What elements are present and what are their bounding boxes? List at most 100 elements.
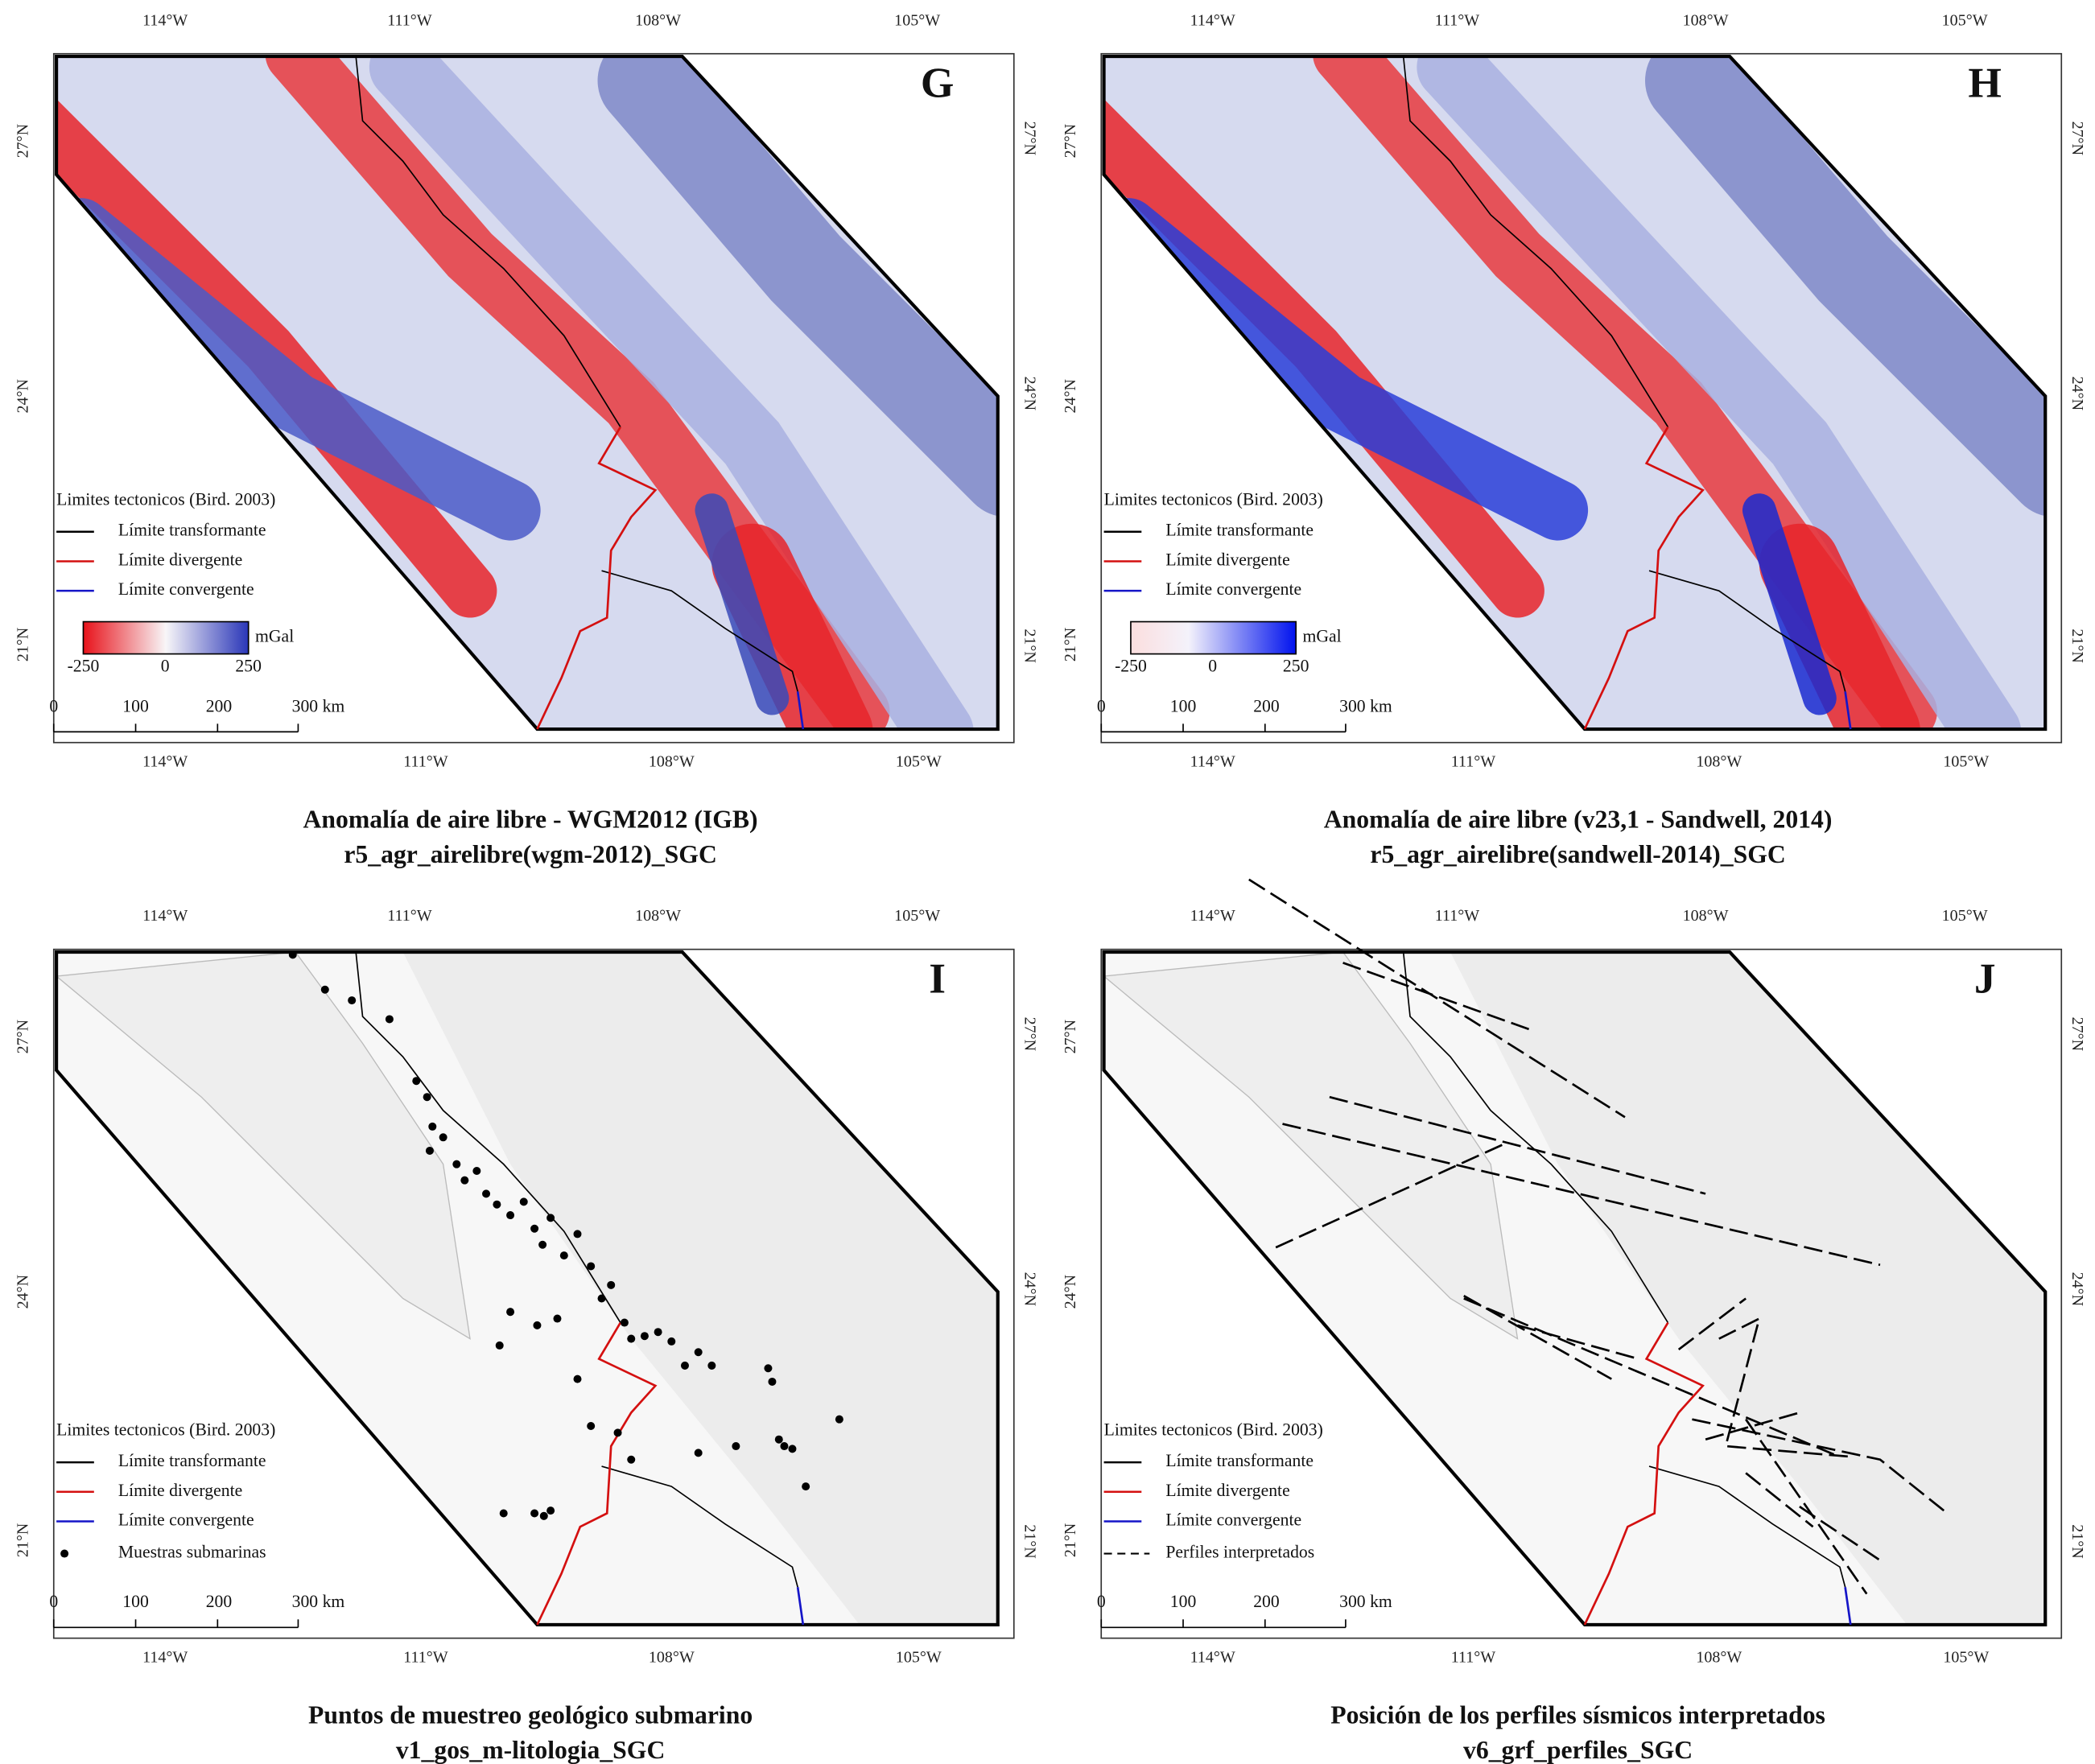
- legend-label: Límite convergente: [1165, 579, 1301, 599]
- lon-label: 105°W: [1942, 907, 1988, 925]
- panel-subtitle: r5_agr_airelibre(sandwell-2014)_SGC: [1370, 840, 1785, 868]
- lon-label: 111°W: [403, 1648, 448, 1666]
- sample-point: [452, 1160, 460, 1168]
- panel-title: Posición de los perfiles sísmicos interp…: [1330, 1700, 1825, 1729]
- sample-point: [695, 1348, 703, 1356]
- sample-point: [386, 1015, 394, 1023]
- sample-point: [573, 1375, 581, 1383]
- sample-point: [560, 1251, 568, 1259]
- panel-subtitle: r5_agr_airelibre(wgm-2012)_SGC: [344, 840, 716, 868]
- lon-label: 111°W: [1451, 1648, 1496, 1666]
- scale-label: 100: [122, 696, 149, 715]
- lon-label: 105°W: [1943, 1648, 1989, 1666]
- sample-point: [802, 1482, 810, 1490]
- sample-point: [426, 1147, 434, 1155]
- sample-point: [530, 1225, 538, 1233]
- sample-point: [321, 986, 329, 994]
- panel-subtitle: v6_grf_perfiles_SGC: [1463, 1736, 1693, 1764]
- legend-dot: [60, 1550, 68, 1558]
- lon-label: 108°W: [1683, 907, 1729, 925]
- scale-label: 200: [1253, 1592, 1280, 1611]
- lat-label: 27°N: [2068, 1017, 2086, 1051]
- sample-point: [667, 1337, 675, 1346]
- lat-label: 27°N: [1021, 122, 1039, 155]
- lon-label: 114°W: [1190, 907, 1235, 925]
- lon-label: 108°W: [649, 1648, 695, 1666]
- sample-point: [506, 1211, 514, 1219]
- sample-point: [533, 1321, 541, 1329]
- legend-label: Límite transformante: [118, 521, 266, 540]
- scale-label: 0: [1097, 696, 1106, 715]
- lon-label: 105°W: [894, 907, 940, 925]
- lon-label: 105°W: [896, 1648, 942, 1666]
- panel-letter: H: [1968, 59, 2002, 107]
- sample-point: [493, 1201, 501, 1209]
- legend-heading: Limites tectonicos (Bird. 2003): [1104, 1420, 1323, 1440]
- lon-label: 114°W: [142, 752, 188, 770]
- lat-label: 21°N: [2068, 629, 2086, 662]
- sample-point: [500, 1509, 508, 1517]
- lat-label: 21°N: [14, 628, 32, 662]
- sample-point: [780, 1442, 788, 1450]
- panel-letter: G: [921, 59, 955, 107]
- sample-point: [641, 1332, 649, 1340]
- colorbar-unit: mGal: [255, 627, 294, 646]
- sample-point: [614, 1428, 622, 1436]
- lon-label: 108°W: [1696, 752, 1742, 770]
- panel-title: Anomalía de aire libre - WGM2012 (IGB): [303, 805, 758, 833]
- map-panel: I114°W114°W111°W111°W108°W108°W105°W105°…: [14, 907, 1039, 1764]
- lat-label: 24°N: [1062, 379, 1079, 413]
- sample-point: [540, 1512, 548, 1520]
- legend-label: Perfiles interpretados: [1165, 1543, 1314, 1562]
- lat-label: 21°N: [2068, 1524, 2086, 1558]
- lon-label: 105°W: [1942, 11, 1988, 29]
- lat-label: 21°N: [14, 1523, 32, 1557]
- sample-point: [538, 1241, 546, 1249]
- colorbar: [1131, 622, 1296, 654]
- legend-label: Límite transformante: [1165, 1451, 1313, 1470]
- lon-label: 114°W: [1190, 752, 1235, 770]
- lon-label: 114°W: [142, 907, 188, 925]
- panel-title: Anomalía de aire libre (v23,1 - Sandwell…: [1324, 805, 1833, 833]
- sample-point: [607, 1281, 615, 1289]
- lat-label: 24°N: [1021, 1272, 1039, 1306]
- map-panel: H114°W114°W111°W111°W108°W108°W105°W105°…: [1062, 11, 2086, 868]
- legend-label: Límite convergente: [1165, 1510, 1301, 1529]
- panel-letter: I: [929, 954, 946, 1003]
- colorbar-unit: mGal: [1303, 627, 1342, 646]
- sample-point: [289, 950, 297, 958]
- legend-label: Límite transformante: [118, 1451, 266, 1470]
- sample-point: [768, 1378, 776, 1386]
- lon-label: 114°W: [1190, 1648, 1235, 1666]
- colorbar-label: -250: [1115, 656, 1147, 675]
- lat-label: 24°N: [14, 1275, 32, 1309]
- map-panel: J114°W114°W111°W111°W108°W108°W105°W105°…: [1062, 880, 2086, 1764]
- legend-heading: Limites tectonicos (Bird. 2003): [56, 1420, 275, 1440]
- legend-heading: Limites tectonicos (Bird. 2003): [56, 489, 275, 509]
- sample-point: [627, 1335, 635, 1343]
- legend-label: Límite divergente: [118, 550, 242, 569]
- sample-point: [835, 1416, 843, 1424]
- lat-label: 27°N: [1021, 1017, 1039, 1051]
- sample-point: [553, 1315, 561, 1323]
- scale-label: 0: [49, 696, 58, 715]
- lon-label: 111°W: [403, 752, 448, 770]
- colorbar: [83, 622, 248, 654]
- sample-point: [681, 1362, 689, 1370]
- map-panel: G114°W114°W111°W111°W108°W108°W105°W105°…: [14, 11, 1039, 868]
- lat-label: 21°N: [1021, 629, 1039, 662]
- sample-point: [506, 1308, 514, 1316]
- scale-label: 300 km: [292, 1592, 345, 1611]
- legend-label: Límite convergente: [118, 1510, 254, 1529]
- lon-label: 114°W: [1190, 11, 1235, 29]
- lon-label: 108°W: [649, 752, 695, 770]
- colorbar-label: 250: [235, 656, 262, 675]
- colorbar-label: 250: [1283, 656, 1309, 675]
- lat-label: 24°N: [14, 379, 32, 413]
- scale-label: 200: [1253, 696, 1280, 715]
- sample-point: [439, 1133, 447, 1141]
- lon-label: 105°W: [1943, 752, 1989, 770]
- sample-point: [621, 1319, 629, 1327]
- scale-label: 300 km: [1339, 1592, 1392, 1611]
- sample-point: [654, 1328, 662, 1336]
